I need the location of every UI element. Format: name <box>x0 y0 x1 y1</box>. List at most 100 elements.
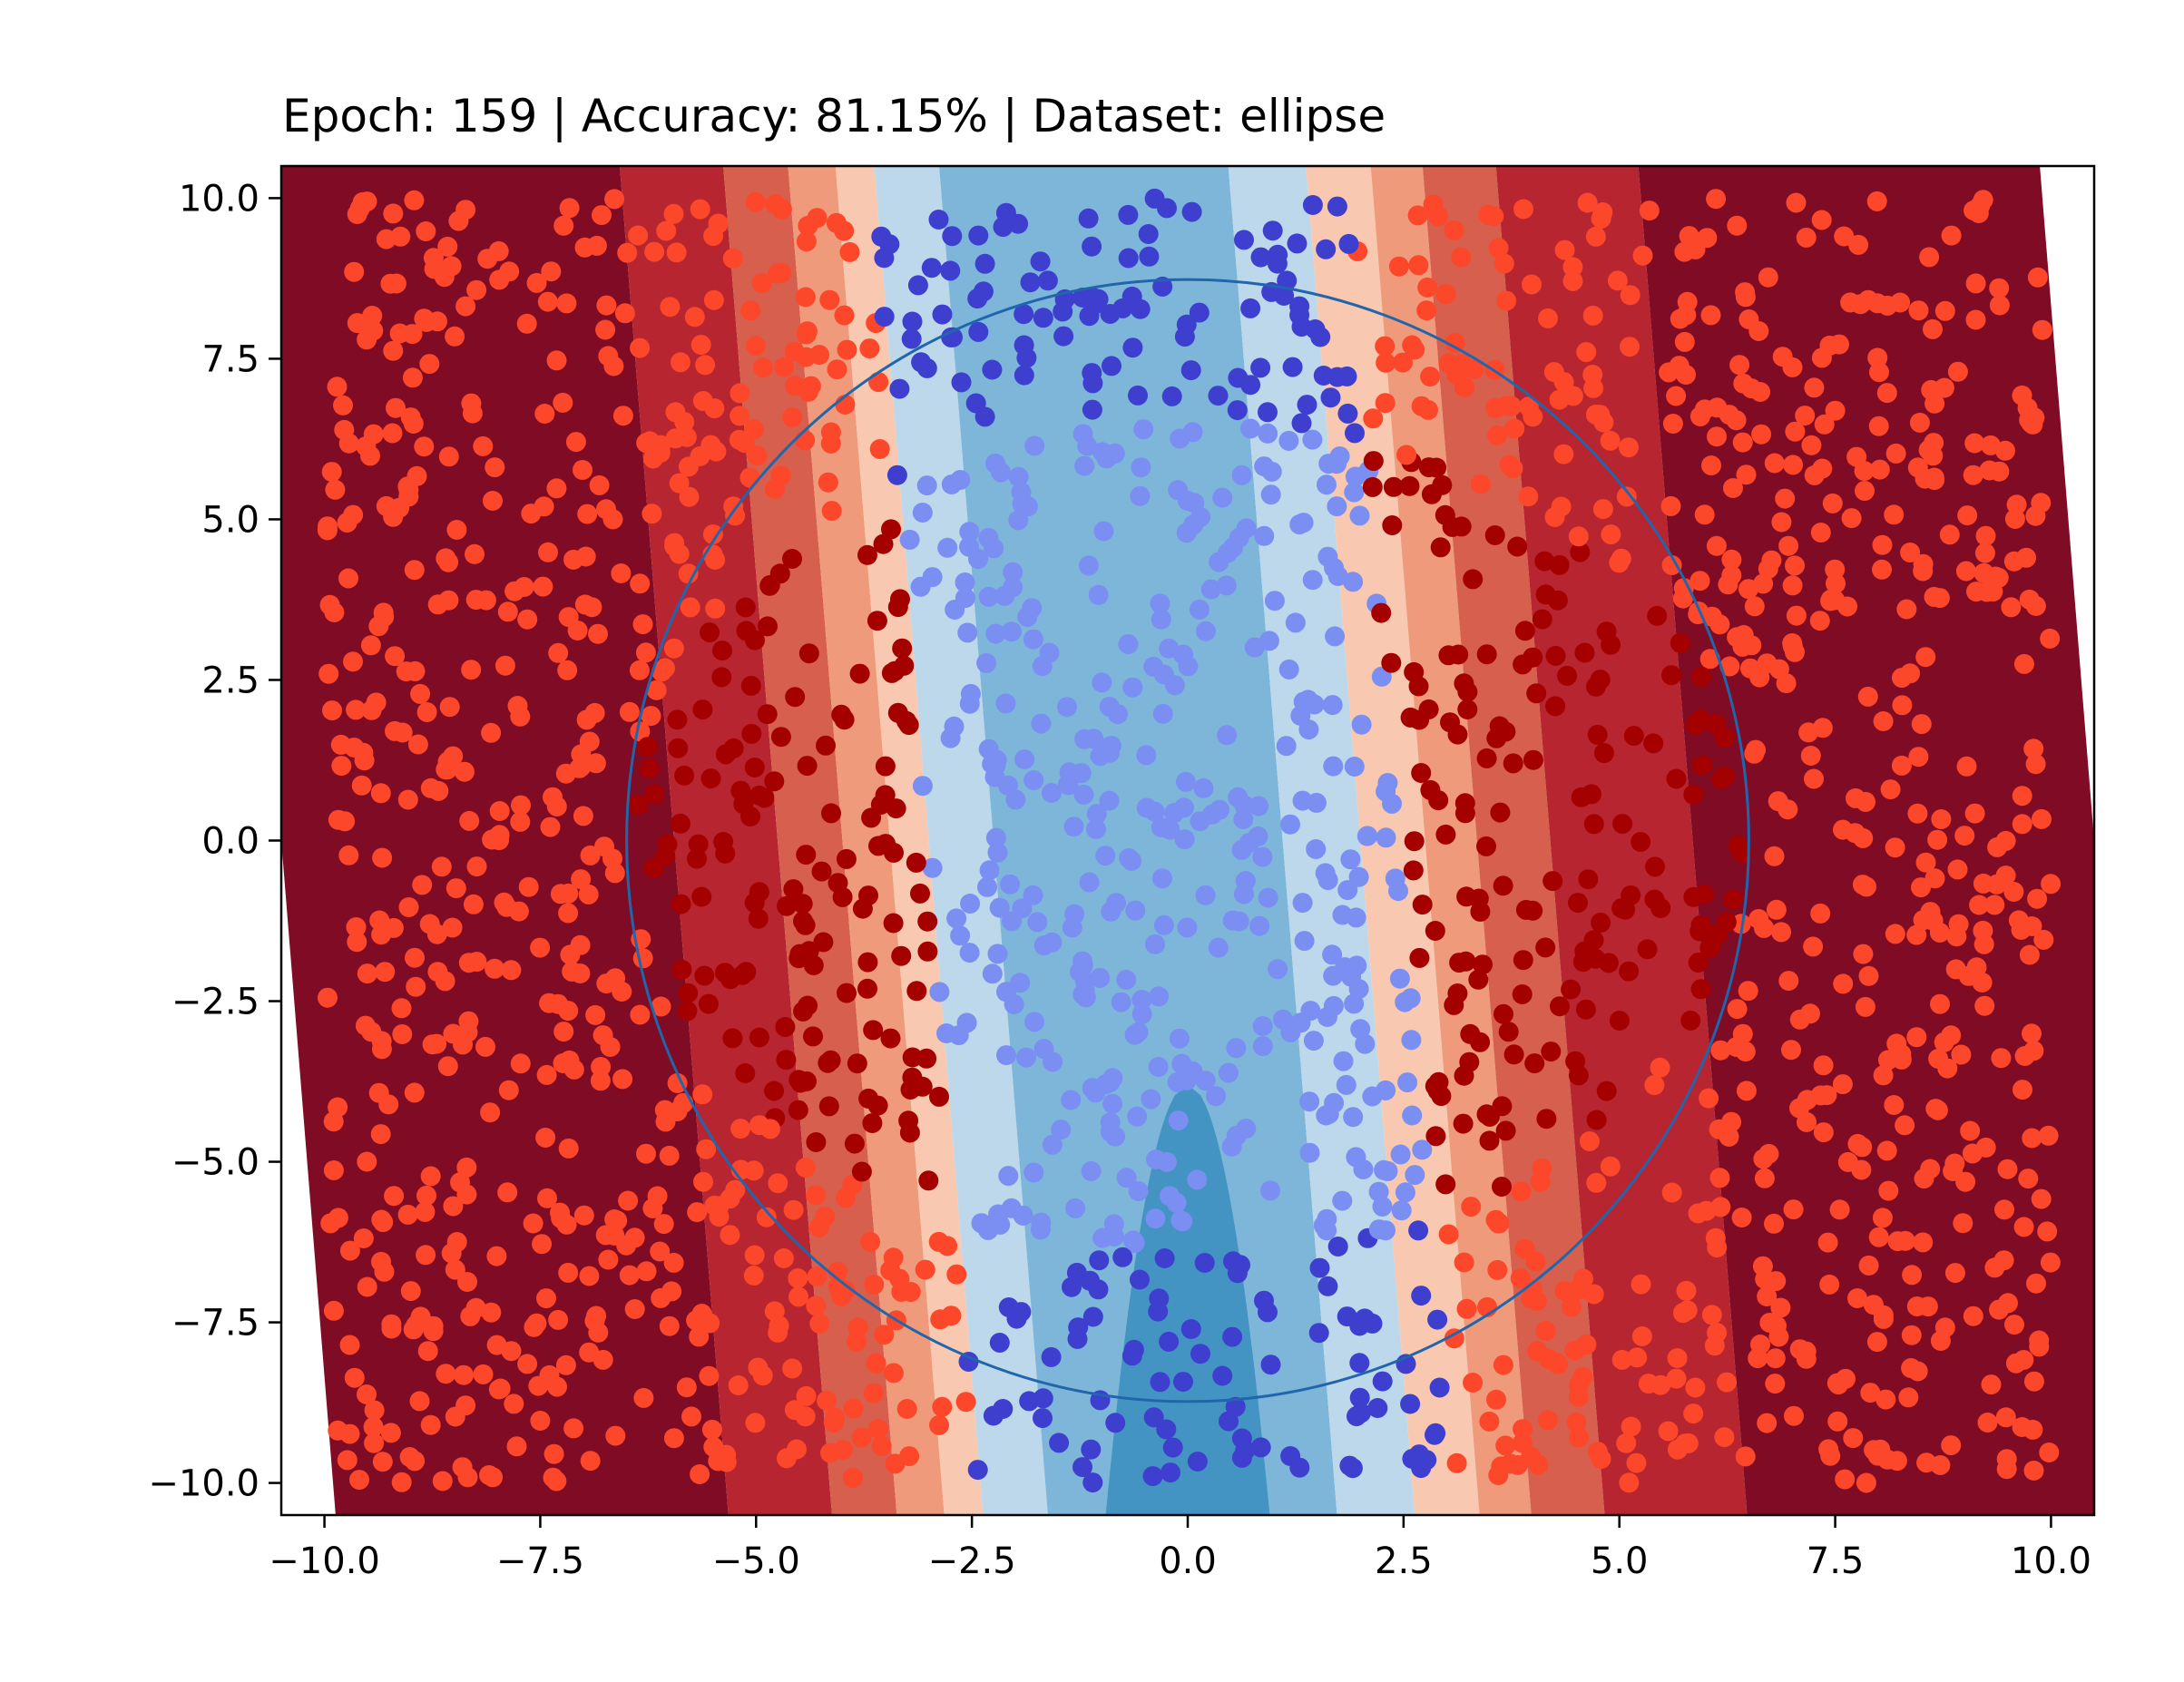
data-point <box>1591 913 1611 933</box>
data-point <box>663 638 684 659</box>
data-point <box>757 704 778 725</box>
data-point <box>1258 631 1279 651</box>
data-point <box>1674 331 1695 352</box>
data-point <box>325 479 346 500</box>
data-point <box>636 1143 656 1164</box>
data-point <box>1476 748 1497 768</box>
data-point <box>1532 1158 1552 1178</box>
data-point <box>1131 990 1152 1010</box>
data-point <box>1572 952 1593 973</box>
data-point <box>1984 1257 2005 1278</box>
data-point <box>704 1195 725 1216</box>
data-point <box>1102 356 1121 376</box>
data-point <box>1085 1082 1106 1103</box>
data-point <box>585 753 606 774</box>
data-point <box>1621 1416 1641 1437</box>
data-point <box>1399 475 1420 496</box>
data-point <box>806 1296 827 1316</box>
data-point <box>1592 202 1613 222</box>
data-point <box>1081 1160 1102 1181</box>
data-point <box>1116 1168 1137 1188</box>
data-point <box>950 925 971 946</box>
data-point <box>1598 953 1619 973</box>
data-point <box>1024 1012 1044 1032</box>
data-point <box>416 1185 436 1206</box>
data-point <box>1111 992 1131 1012</box>
data-point <box>571 869 592 890</box>
data-point <box>1545 696 1566 717</box>
data-point <box>382 423 403 444</box>
data-point <box>839 241 860 262</box>
data-point <box>1468 969 1489 990</box>
data-point <box>624 1227 645 1248</box>
data-point <box>1435 824 1456 845</box>
data-point <box>363 320 384 341</box>
data-point <box>942 226 963 247</box>
data-point <box>1174 829 1195 850</box>
data-point <box>1538 308 1558 328</box>
data-point <box>851 1427 872 1448</box>
data-point <box>446 878 466 899</box>
data-point <box>1930 1455 1951 1475</box>
data-point <box>1014 749 1035 769</box>
data-point <box>1432 474 1453 495</box>
data-point <box>1512 984 1533 1004</box>
data-point <box>1337 366 1357 386</box>
data-point <box>1766 1271 1787 1292</box>
data-point <box>1507 536 1528 557</box>
data-point <box>1143 1407 1164 1428</box>
data-point <box>1872 1208 1893 1228</box>
data-point <box>1345 423 1365 444</box>
data-point <box>869 439 890 459</box>
data-point <box>874 1325 895 1345</box>
data-point <box>1073 784 1094 805</box>
data-point <box>1116 970 1137 990</box>
data-point <box>775 1017 796 1037</box>
data-point <box>955 1392 976 1413</box>
data-point <box>2041 874 2062 895</box>
data-point <box>747 445 768 466</box>
data-point <box>644 241 665 262</box>
data-point <box>2001 597 2022 618</box>
data-point <box>1853 827 1874 848</box>
data-point <box>875 756 896 777</box>
data-point <box>1956 756 1977 777</box>
data-point <box>1775 488 1796 509</box>
data-point <box>1587 1442 1608 1462</box>
data-point <box>906 981 927 1002</box>
data-point <box>1989 295 2010 316</box>
data-point <box>666 242 687 263</box>
data-point <box>1336 1074 1356 1095</box>
data-point <box>1545 645 1566 666</box>
data-point <box>1289 296 1310 317</box>
data-point <box>1145 934 1165 954</box>
data-point <box>1122 677 1143 698</box>
data-point <box>1694 884 1715 905</box>
data-point <box>1593 743 1614 764</box>
data-point <box>866 1353 886 1374</box>
data-point <box>1160 819 1180 840</box>
data-point <box>1240 298 1261 318</box>
data-point <box>1620 337 1640 357</box>
data-point <box>1814 414 1835 435</box>
data-point <box>1851 1159 1872 1180</box>
data-point <box>1915 852 1936 873</box>
data-point <box>448 210 469 231</box>
data-point <box>796 1385 817 1406</box>
data-point <box>680 597 700 618</box>
data-point <box>701 1419 722 1440</box>
data-point <box>641 706 661 727</box>
data-point <box>1834 226 1855 247</box>
data-point <box>1317 1276 1338 1296</box>
data-point <box>1395 1182 1415 1203</box>
data-point <box>1122 337 1143 358</box>
data-point <box>637 737 658 758</box>
data-point <box>1770 1297 1791 1318</box>
data-point <box>1042 1134 1063 1155</box>
data-point <box>1913 561 1934 582</box>
data-point <box>1277 270 1298 291</box>
data-point <box>553 215 574 236</box>
data-point <box>783 1199 804 1220</box>
data-point <box>1892 695 1913 716</box>
data-point <box>1694 504 1715 525</box>
